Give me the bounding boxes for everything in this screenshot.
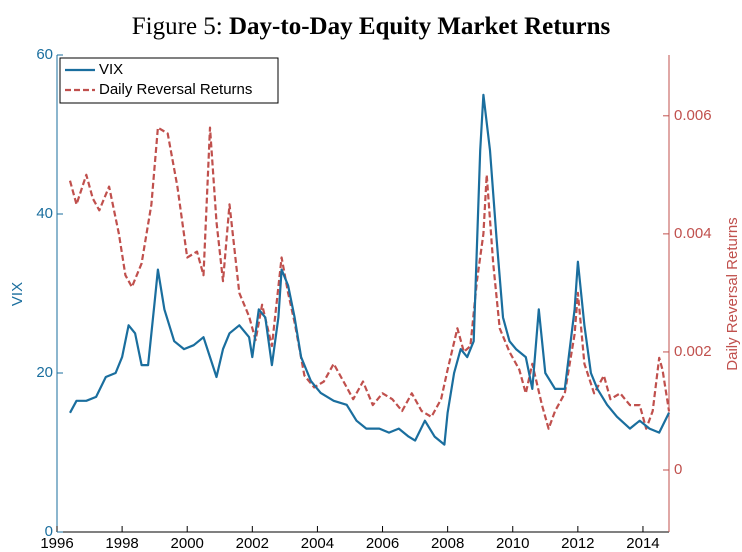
- x-tick-label: 2006: [366, 535, 399, 552]
- x-tick-label: 2010: [496, 535, 529, 552]
- series-line: [69, 93, 670, 446]
- x-tick-label: 1996: [40, 535, 73, 552]
- x-tick-label: 2002: [236, 535, 269, 552]
- y-tick-label: 60: [36, 46, 53, 63]
- y2-tick-label: 0.006: [674, 107, 712, 124]
- y-tick-label: 20: [36, 364, 53, 381]
- legend-label: Daily Reversal Returns: [99, 81, 252, 98]
- chart-title-group: Figure 5: Day-to-Day Equity Market Retur…: [132, 13, 611, 40]
- y2-tick-label: 0: [674, 461, 682, 478]
- legend-box: [59, 57, 279, 104]
- y2-axis-label: Daily Reversal Returns: [724, 217, 741, 370]
- y2-tick-label: 0.004: [674, 225, 712, 242]
- y-axis-label: VIX: [9, 282, 26, 306]
- x-tick-label: 2014: [626, 535, 659, 552]
- x-tick-label: 2000: [171, 535, 204, 552]
- chart-title: Day-to-Day Equity Market Returns: [229, 13, 610, 40]
- y-tick-label: 0: [45, 523, 53, 540]
- y2-tick-label: 0.002: [674, 343, 712, 360]
- y-tick-label: 40: [36, 205, 53, 222]
- x-tick-label: 2008: [431, 535, 464, 552]
- series-line: [68, 126, 671, 430]
- legend-label: VIX: [99, 61, 123, 78]
- figure-label: Figure 5:: [132, 13, 223, 40]
- x-tick-label: 2004: [301, 535, 334, 552]
- x-tick-label: 1998: [105, 535, 138, 552]
- x-tick-label: 2012: [561, 535, 594, 552]
